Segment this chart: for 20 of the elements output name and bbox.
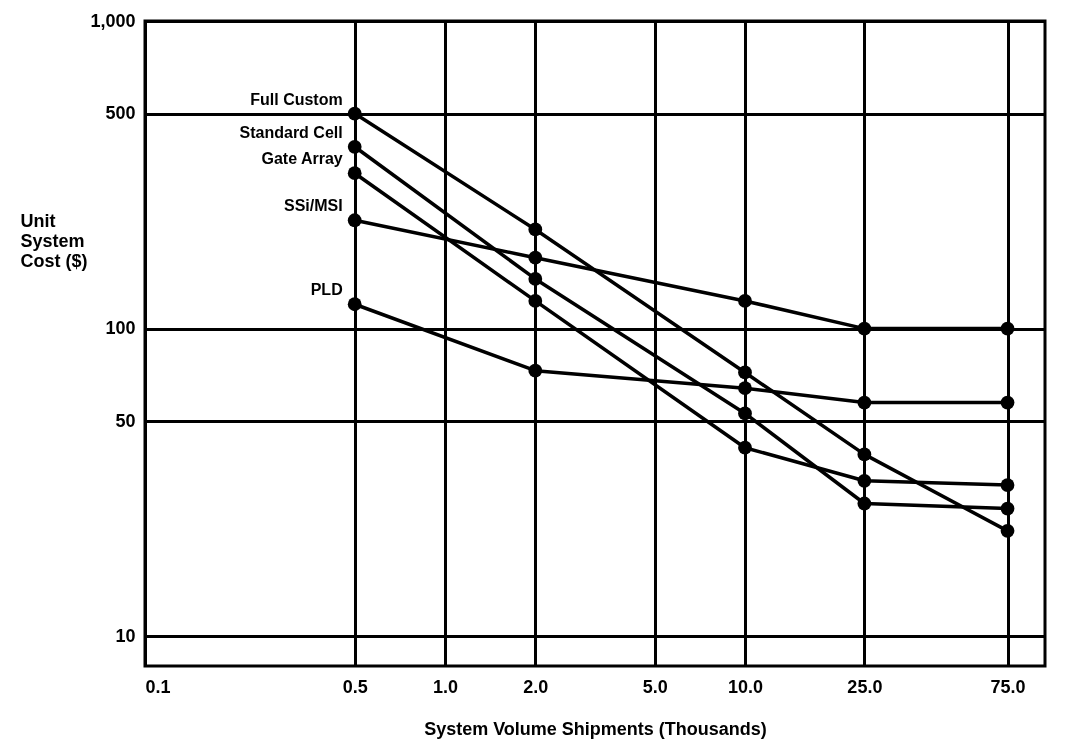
- x-tick-label: 5.0: [642, 676, 668, 697]
- x-tick-label: 10.0: [727, 676, 764, 697]
- y-tick-label: 1,000: [90, 10, 136, 31]
- y-tick-label: 50: [115, 410, 136, 431]
- x-tick-label: 2.0: [523, 676, 549, 697]
- series-label: Full Custom: [250, 90, 343, 108]
- y-tick-label: 100: [105, 318, 136, 339]
- x-axis-title: System Volume Shipments (Thousands): [424, 718, 767, 739]
- x-tick-label: 0.1: [145, 676, 171, 697]
- x-tick-label: 1.0: [432, 676, 459, 697]
- series-label: Standard Cell: [239, 123, 343, 141]
- y-tick-label: 500: [105, 103, 136, 124]
- series-label: PLD: [310, 281, 343, 299]
- y-axis-title: Unit System Cost ($): [20, 210, 88, 271]
- y-tick-label: 10: [115, 625, 136, 646]
- series-label: SSi/MSI: [284, 197, 343, 215]
- x-tick-label: 75.0: [990, 676, 1026, 697]
- x-tick-label: 25.0: [847, 676, 883, 697]
- x-tick-label: 0.5: [342, 676, 368, 697]
- series-label: Gate Array: [261, 150, 343, 168]
